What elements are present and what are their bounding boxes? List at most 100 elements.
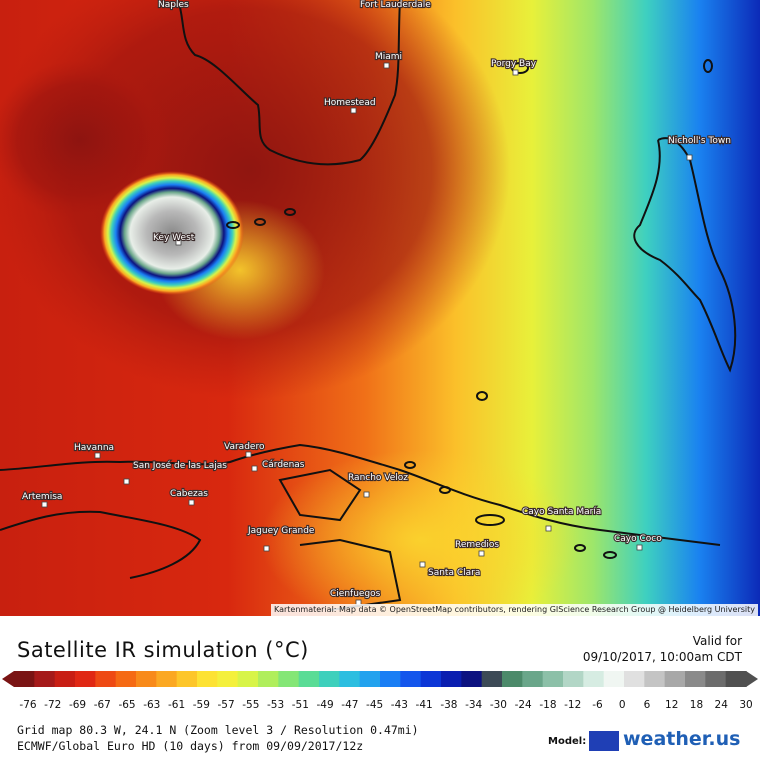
color-scale-ticks: -76 -72 -69 -67 -65 -63 -61 -59 -57 -55 -53 -51 -49-… (19, 699, 752, 711)
scale-tick-label: 0 (619, 699, 626, 711)
scale-tick-label: 18 (690, 699, 703, 711)
scale-swatch (420, 671, 442, 687)
scale-swatch (441, 671, 462, 687)
svg-text:Varadero: Varadero (224, 442, 265, 452)
scale-swatch (115, 671, 137, 687)
brand-name: weather.us (623, 728, 741, 750)
scale-tick-label: -24 (515, 699, 532, 711)
scale-swatch (54, 671, 76, 687)
scale-tick-label: 6 (644, 699, 651, 711)
scale-swatch (725, 671, 747, 687)
city-markers: Naples Fort Lauderdale Miami Porgy Bay H… (21, 0, 732, 606)
scale-tick-label: -69 (69, 699, 86, 711)
scale-swatch (156, 671, 178, 687)
scale-tick-label: -53 (267, 699, 284, 711)
scale-tick-label: -47 (341, 699, 358, 711)
model-info: ECMWF/Global Euro HD (10 days) from 09/0… (17, 739, 364, 753)
scale-tick-label: -63 (143, 699, 160, 711)
scale-swatch (217, 671, 239, 687)
scale-tick-label: -38 (440, 699, 457, 711)
scale-swatch (603, 671, 625, 687)
scale-swatch (359, 671, 381, 687)
map-canvas: Naples Fort Lauderdale Miami Porgy Bay H… (0, 0, 760, 616)
scale-tick-label: -61 (168, 699, 185, 711)
city-artemisa: Artemisa (21, 491, 64, 508)
scale-swatch (319, 671, 340, 687)
scale-swatch (542, 671, 564, 687)
city-rancho-veloz: Rancho Veloz (347, 472, 409, 498)
scale-swatch (461, 671, 483, 687)
valid-for-label: Valid for (692, 634, 742, 648)
scale-swatch (563, 671, 584, 687)
city-cardenas: Cárdenas (251, 459, 306, 472)
city-fort-lauderdale: Fort Lauderdale (359, 0, 432, 11)
scale-tick-label: -43 (391, 699, 408, 711)
svg-text:Cárdenas: Cárdenas (262, 460, 305, 470)
scale-swatch (197, 671, 218, 687)
city-santa-clara: Santa Clara (419, 561, 481, 579)
scale-tick-label: -57 (217, 699, 234, 711)
scale-swatch (237, 671, 259, 687)
scale-swatch (583, 671, 605, 687)
scale-swatch (400, 671, 422, 687)
scale-tick-label: -6 (592, 699, 603, 711)
legend-title: Satellite IR simulation (°C) (17, 638, 309, 662)
city-key-west: Key West (152, 232, 196, 246)
city-porgy-bay: Porgy Bay (490, 58, 538, 76)
scale-swatch (644, 671, 666, 687)
city-nicholls-town: Nicholl's Town (667, 135, 732, 161)
scale-tick-label: -12 (564, 699, 581, 711)
scale-tick-label: -41 (416, 699, 433, 711)
city-miami: Miami (374, 51, 403, 69)
city-cabezas: Cabezas (169, 488, 209, 506)
scale-tick-label: -76 (19, 699, 36, 711)
scale-swatch (278, 671, 300, 687)
scale-tick-label: -72 (44, 699, 61, 711)
scale-swatch (176, 671, 198, 687)
city-varadero: Varadero (223, 441, 266, 458)
scale-tick-label: -59 (193, 699, 210, 711)
city-remedios: Remedios (454, 539, 501, 557)
scale-tick-label: -34 (465, 699, 482, 711)
scale-swatch (339, 671, 361, 687)
scale-tick-label: -55 (242, 699, 259, 711)
scale-swatch (522, 671, 544, 687)
scale-tick-label: -30 (490, 699, 507, 711)
scale-swatch (705, 671, 727, 687)
scale-tick-label: -51 (292, 699, 309, 711)
svg-text:Havanna: Havanna (74, 443, 114, 453)
scale-swatch (298, 671, 320, 687)
satellite-map[interactable]: Naples Fort Lauderdale Miami Porgy Bay H… (0, 0, 760, 616)
map-attribution: Kartenmaterial: Map data © OpenStreetMap… (270, 604, 758, 616)
svg-text:Cabezas: Cabezas (170, 489, 208, 499)
keys-islands (226, 59, 713, 559)
scale-tick-label: 12 (665, 699, 678, 711)
scale-swatch (380, 671, 401, 687)
color-scale-swatches (2, 671, 758, 687)
scale-swatch (502, 671, 523, 687)
svg-text:Homestead: Homestead (324, 98, 376, 108)
svg-text:Key West: Key West (153, 233, 195, 243)
scale-swatch (258, 671, 279, 687)
legend-panel (0, 616, 760, 760)
scale-arrow-left (2, 671, 14, 687)
scale-swatch (685, 671, 706, 687)
svg-text:Cayo Santa María: Cayo Santa María (522, 507, 601, 517)
scale-tick-label: -67 (94, 699, 111, 711)
city-cienfuegos: Cienfuegos (329, 588, 382, 606)
svg-text:Remedios: Remedios (455, 540, 499, 550)
svg-text:Porgy Bay: Porgy Bay (491, 59, 537, 69)
valid-time: 09/10/2017, 10:00am CDT (582, 650, 742, 664)
scale-swatch (624, 671, 645, 687)
coastlines (0, 0, 737, 611)
scale-swatch (34, 671, 56, 687)
scale-swatch (664, 671, 686, 687)
scale-swatch (95, 671, 117, 687)
scale-tick-label: 30 (739, 699, 752, 711)
svg-text:Santa Clara: Santa Clara (428, 568, 480, 578)
color-scale: -76 -72 -69 -67 -65 -63 -61 -59 -57 -55 -53 -51 -49-… (2, 671, 758, 711)
svg-text:Artemisa: Artemisa (22, 492, 62, 502)
eu-flag-icon (589, 731, 619, 751)
city-jaguey-grande: Jaguey Grande (246, 525, 316, 552)
scale-tick-label: -18 (539, 699, 556, 711)
